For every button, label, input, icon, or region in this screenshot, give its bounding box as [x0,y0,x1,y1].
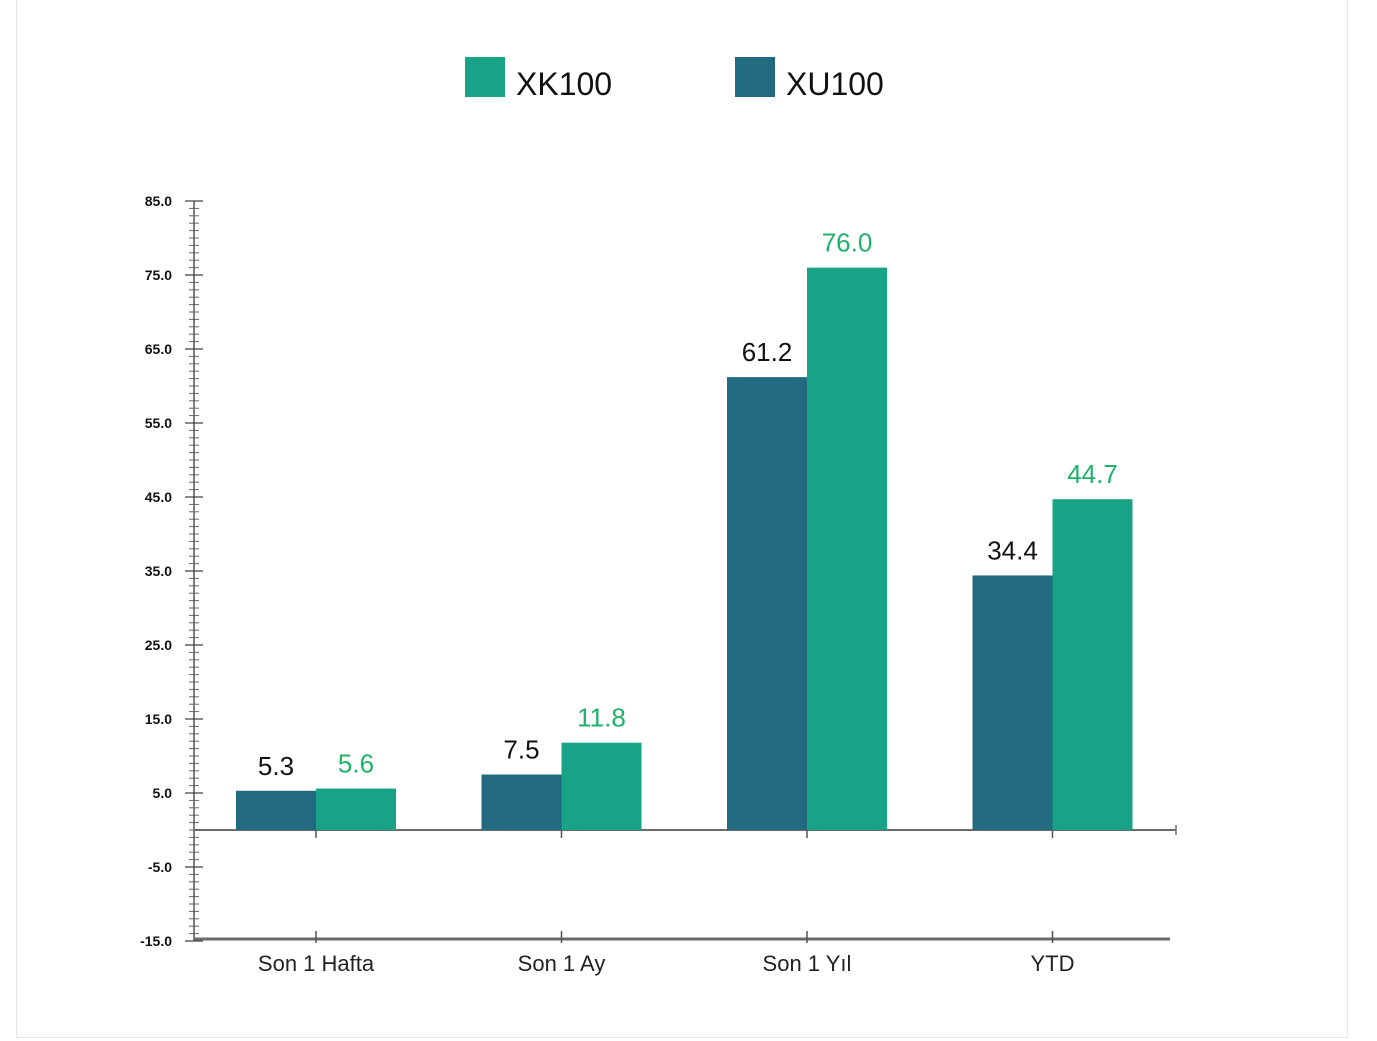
x-tick-label: Son 1 Ay [518,951,606,976]
y-axis: 85.0 75.0 65.0 55.0 45.0 35.0 25.0 15.0 5.0 -5.0 -… [140,193,203,949]
x-axis: Son 1 Hafta Son 1 Ay Son 1 Yıl YTD [194,822,1177,976]
legend-label-xk100: XK100 [516,66,612,102]
y-tick-label: 35.0 [145,563,172,579]
data-label-xk100: 76.0 [822,228,873,258]
data-label-xu100: 61.2 [742,337,793,367]
y-tick-label: 25.0 [145,637,172,653]
y-tick-label: -5.0 [148,859,172,875]
bar-xk100 [1052,499,1133,830]
legend-swatch-xk100 [465,57,505,97]
data-label-xk100: 44.7 [1067,459,1118,489]
bar-xu100 [481,774,562,830]
x-tick-label: YTD [1031,951,1075,976]
data-label-xk100: 5.6 [338,749,374,779]
bar-xu100 [972,575,1053,830]
bar-xk100 [561,742,642,830]
legend-label-xu100: XU100 [786,66,884,102]
y-tick-label: 55.0 [145,415,172,431]
data-labels: 5.3 5.6 7.5 11.8 61.2 76.0 34.4 44.7 [258,228,1118,781]
y-tick-label: 5.0 [153,785,173,801]
bar-xk100 [316,788,396,830]
bar-xu100 [236,790,316,830]
x-tick-label: Son 1 Yıl [763,951,852,976]
y-tick-label: -15.0 [140,933,172,949]
data-label-xu100: 34.4 [987,535,1038,565]
y-tick-label: 75.0 [145,267,172,283]
data-label-xu100: 7.5 [503,735,539,765]
y-tick-label: 85.0 [145,193,172,209]
data-label-xu100: 5.3 [258,751,294,781]
y-tick-label: 65.0 [145,341,172,357]
legend-swatch-xu100 [735,57,775,97]
bars [236,267,1133,831]
data-label-xk100: 11.8 [577,703,626,733]
legend: XK100 XU100 [465,57,884,102]
y-tick-label: 15.0 [145,711,172,727]
y-tick-label: 45.0 [145,489,172,505]
x-tick-label: Son 1 Hafta [258,951,375,976]
bar-xk100 [807,267,887,831]
bar-xu100 [727,377,807,830]
